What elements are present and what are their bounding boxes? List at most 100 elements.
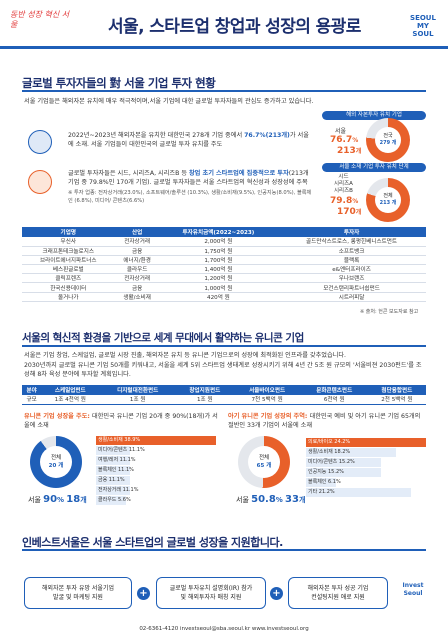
support-box-2-line1: 글로벌 투자유치 설명회(IR) 참가 [169, 585, 253, 592]
table-cell: 시트러피달 [277, 292, 426, 302]
section1-divider [22, 90, 426, 92]
fund-cell: 1조 원 [129, 397, 146, 404]
table-header-cell: 산업 [114, 227, 160, 237]
fund-header-cell: 디지털대전환펀드 [99, 385, 177, 395]
bar-item: 여행/레저 11.1% [96, 456, 136, 465]
fund-cell: 7천 5백억 원 [251, 397, 283, 404]
section2-intro1: 서울은 기업 창업, 스케일업, 글로벌 시장 진출, 해외자본 유치 등 유니… [24, 352, 346, 359]
baby-unicorn-center-bottom: 65 개 [256, 463, 272, 469]
chart1-label: 서울 [335, 128, 347, 135]
fund-header-cell: 문화콘텐츠펀드 [300, 385, 368, 395]
section2-title: 서울의 혁신적 환경을 기반으로 세계 무대에서 활약하는 유니콘 기업 [22, 332, 304, 344]
bar-item: 블록체인 11.1% [96, 466, 134, 475]
chart2-percent: 79.8% [330, 196, 359, 206]
table-cell: 금융 [114, 246, 160, 256]
chart2-center-bottom: 213 개 [379, 200, 397, 206]
table-cell: 전자상거래 [114, 237, 160, 247]
plus-icon: + [270, 587, 283, 600]
fund-table: 분야 스케일업펀드 디지털대전환펀드 창업지원펀드 서울바이오펀드 문화콘텐츠펀드 첨단융합… [22, 385, 426, 405]
table-header-cell: 투자자 [277, 227, 426, 237]
section2-intro2: 2030년까지 글로벌 유니콘 기업 50개를 키워내고, 서울을 세계 5위 … [24, 362, 422, 378]
bar-item: 금융 11.1% [96, 476, 131, 485]
section3-title: 인베스트서울은 서울 스타트업의 글로벌 성장을 지원합니다. [22, 536, 283, 549]
unicorn-center-top: 전체 [50, 455, 62, 461]
section1-note: ※ 투자 업종: 전자상거래(23.0%), 소프트웨어/솔루션 (10.3%)… [68, 190, 312, 204]
support-box-2-line2: 및 해외투자자 매칭 지원 [180, 594, 242, 601]
table-cell: 생활/소비재 [114, 292, 160, 302]
table-cell: 브라이트에너지파트너스 [22, 255, 115, 266]
table-cell: 1,200억 원 [159, 273, 278, 284]
table-cell: 1,700억 원 [159, 255, 278, 266]
chart2-tag: 서울 소재 기업 투자 유치 단계 [322, 163, 426, 172]
bar-item: 인공지능 15.2% [306, 468, 382, 477]
chart2-center-top: 전체 [383, 193, 393, 199]
table-header-cell: 투자유치금액(2022~2023) [159, 227, 278, 237]
fund-cell: 6천억 원 [323, 397, 345, 404]
unicorn-center-bottom: 20 개 [48, 463, 64, 469]
baby-unicorn-summary: 서울 50.8% 33개 [236, 494, 306, 505]
rocket-icon [28, 170, 52, 194]
table-cell: 클라우드 [114, 264, 160, 275]
table-cell: 모건스탠리파트너쉽펀드 [277, 282, 426, 293]
table-cell: 에너지/환경 [114, 255, 160, 266]
page-title: 서울, 스타트업 창업과 성장의 용광로 [108, 17, 361, 37]
bar-item: 기타 21.2% [306, 488, 412, 497]
investment-table: 기업명 산업 투자유치금액(2022~2023) 투자자 무신사 전자상거래 2,000억… [22, 227, 426, 302]
table-cell: 무신사 [22, 237, 115, 247]
chart1-donut-center: 전국 279 개 [375, 127, 401, 153]
table-cell: 골드만삭스트로스, 롱펑힌베니스트먼트 [277, 237, 426, 247]
support-box-1: 해외자본 투자 유망 서울기업 발굴 및 마케팅 지원 [24, 577, 132, 609]
fund-cell: 1조 4천억 원 [54, 397, 86, 404]
table-cell: 금융 [114, 282, 160, 293]
table-cell: 2,000억 원 [159, 237, 278, 247]
fund-header-cell: 창업지원펀드 [176, 385, 234, 395]
chart2-donut-center: 전체 213 개 [375, 187, 401, 213]
table-cell: 블랙록 [277, 255, 426, 266]
header-divider [0, 46, 448, 49]
fund-cell: 규모 [26, 397, 37, 404]
bar-item: 의료/바이오 24.2% [306, 438, 426, 447]
support-box-1-line1: 해외자본 투자 유망 서울기업 [42, 585, 114, 592]
fund-row: 규모 1조 4천억 원 1조 원 1조 원 7천 5백억 원 6천억 원 2천 5백억 원 [22, 395, 426, 404]
bar-item: 생활/소비재 38.9% [96, 436, 216, 445]
table-cell: 1,000억 원 [159, 282, 278, 293]
table-row: 클릭프렌즈 전자상거래 1,200억 원 우나브랜즈 [22, 273, 426, 284]
support-box-1-line2: 발굴 및 마케팅 지원 [53, 594, 103, 601]
chart1-count: 213개 [337, 146, 362, 156]
table-header-cell: 기업명 [22, 227, 115, 237]
seoul-my-soul-logo: SEOUL MY SOUL [410, 14, 436, 38]
bar-item: 전자상거래 11.1% [96, 486, 139, 495]
section3-divider [22, 549, 426, 551]
fund-header-cell: 스케일업펀드 [41, 385, 100, 395]
support-box-3: 해외자본 투자 성공 기업 컨설팅지원 애로 지원 [288, 577, 388, 609]
globe-icon [28, 130, 52, 154]
invest-seoul-logo: Invest Seoul [402, 582, 424, 597]
chart1-center-bottom: 279 개 [379, 140, 397, 146]
table-cell: 크래프톤테크놀로지스 [22, 246, 115, 256]
section1-intro: 서울 기업들은 해외자본 유치에 매우 적극적이며,서울 기업에 대한 글로벌 … [24, 98, 314, 105]
unicorn-bars: 생활/소비재 38.9% 미디어/콘텐츠 11.1% 여행/레저 11.1% 블록체인… [96, 436, 216, 506]
plus-icon: + [137, 587, 150, 600]
baby-unicorn-bars: 의료/바이오 24.2% 생활/소비재 18.2% 미디어/콘텐츠 15.2% 인공지… [306, 438, 426, 498]
table-row: 베스핀글로벌 클라우드 1,400억 원 e&엔터프라이즈 [22, 264, 426, 275]
section1-title: 글로벌 투자자들의 對 서울 기업 투자 현황 [22, 76, 216, 90]
table-row: 한국신용데이터 금융 1,000억 원 모건스탠리파트너쉽펀드 [22, 282, 426, 293]
unicorn-summary: 서울 90% 18개 [28, 494, 87, 505]
chart2-count: 170개 [337, 207, 362, 217]
table-source: ※ 출처: 헌콘 보도자료 참고 [360, 309, 419, 315]
table-cell: 클릭프렌즈 [22, 273, 115, 284]
chart2-label: 시드 시리즈A 시리즈B [334, 174, 353, 194]
seoul-slogan-logo: 동반 성장 혁신 서울 [10, 10, 70, 29]
support-box-3-line1: 해외자본 투자 성공 기업 [307, 585, 369, 592]
support-box-3-line2: 컨설팅지원 애로 지원 [311, 594, 365, 601]
section2-divider [22, 345, 426, 347]
section1-para1: 2022년~2023년 해외자본을 유치한 대한민국 278개 기업 중에서 7… [68, 132, 309, 148]
fund-header-cell: 서울바이오펀드 [233, 385, 301, 395]
chart1-percent: 76.7% [330, 135, 359, 145]
chart1-center-top: 전국 [383, 133, 393, 139]
table-cell: 전자상거래 [114, 273, 160, 284]
bar-item: 생활/소비재 18.2% [306, 448, 397, 457]
table-cell: 1,400억 원 [159, 264, 278, 275]
table-row: 크래프톤테크놀로지스 금융 1,750억 원 소프트뱅크 [22, 246, 426, 256]
table-cell: 우나브랜즈 [277, 273, 426, 284]
